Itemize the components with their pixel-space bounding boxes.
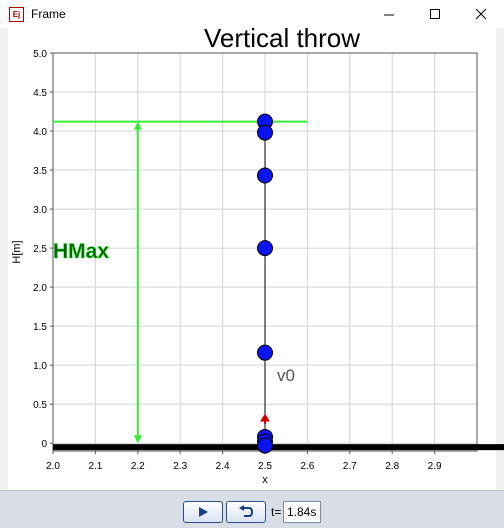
- window-titlebar: Ej Frame: [0, 0, 504, 28]
- x-tick-label: 2.6: [300, 461, 314, 472]
- y-tick-label: 2.0: [33, 283, 47, 294]
- ball-point: [257, 344, 273, 361]
- hmax-arrow-head-bottom: [133, 435, 142, 444]
- time-field[interactable]: 1.84s: [283, 501, 321, 523]
- ball-point: [257, 240, 273, 257]
- x-tick-label: 2.7: [343, 461, 357, 472]
- control-toolbar: t= 1.84s: [0, 490, 504, 528]
- x-tick-label: 2.2: [131, 461, 145, 472]
- hmax-arrow-head-top: [133, 121, 142, 130]
- y-tick-label: 1.0: [33, 361, 47, 372]
- y-tick-label: 0: [41, 439, 47, 450]
- x-tick-label: 2.1: [88, 461, 102, 472]
- time-label: t=: [271, 505, 282, 519]
- v0-arrow-head: [260, 413, 270, 422]
- x-tick-label: 2.3: [173, 461, 187, 472]
- maximize-button[interactable]: [412, 0, 458, 28]
- minimize-button[interactable]: [366, 0, 412, 28]
- x-tick-label: 2.4: [216, 461, 230, 472]
- reset-button[interactable]: [226, 501, 266, 523]
- x-tick-labels: 2.0 2.1 2.2 2.3 2.4 2.5 2.6 2.7 2.8 2.9: [46, 461, 442, 472]
- x-tick-label: 2.5: [258, 461, 272, 472]
- close-icon: [475, 8, 486, 19]
- x-tick-label: 2.0: [46, 461, 60, 472]
- ball-point: [257, 167, 273, 184]
- x-tick-label: 2.9: [428, 461, 442, 472]
- play-icon: [199, 507, 208, 517]
- window-title: Frame: [31, 7, 66, 21]
- reset-icon: [239, 505, 254, 517]
- y-tick-label: 2.5: [33, 244, 47, 255]
- y-tick-label: 4.5: [33, 88, 47, 99]
- plot-title-wrap: Vertical throw: [0, 23, 504, 54]
- y-axis-label: H[m]: [11, 240, 23, 263]
- y-tick-label: 1.5: [33, 322, 47, 333]
- y-tick-label: 3.0: [33, 205, 47, 216]
- y-tick-label: 0.5: [33, 400, 47, 411]
- app-icon: Ej: [9, 7, 24, 22]
- drawing-panel: [8, 28, 496, 490]
- plot-title: Vertical throw: [203, 23, 361, 53]
- y-tick-label: 4.0: [33, 127, 47, 138]
- plot-canvas[interactable]: 2.0 2.1 2.2 2.3 2.4 2.5 2.6 2.7 2.8 2.9 0 0.5 1.0 1.…: [0, 0, 504, 490]
- close-button[interactable]: [458, 0, 504, 28]
- plot-marks: [53, 113, 504, 454]
- minimize-icon: [383, 14, 394, 15]
- y-tick-label: 3.5: [33, 166, 47, 177]
- v0-label: v0: [277, 366, 295, 385]
- y-tick-labels: 0 0.5 1.0 1.5 2.0 2.5 3.0 3.5 4.0 4.5 5.0: [33, 49, 47, 450]
- x-axis-label: x: [262, 474, 268, 486]
- hmax-label: HMax: [53, 240, 109, 263]
- x-tick-label: 2.8: [385, 461, 399, 472]
- ball-point: [257, 124, 273, 141]
- ball-point: [257, 437, 273, 454]
- y-tick-label: 5.0: [33, 49, 47, 60]
- play-button[interactable]: [183, 501, 223, 523]
- maximize-icon: [429, 8, 440, 19]
